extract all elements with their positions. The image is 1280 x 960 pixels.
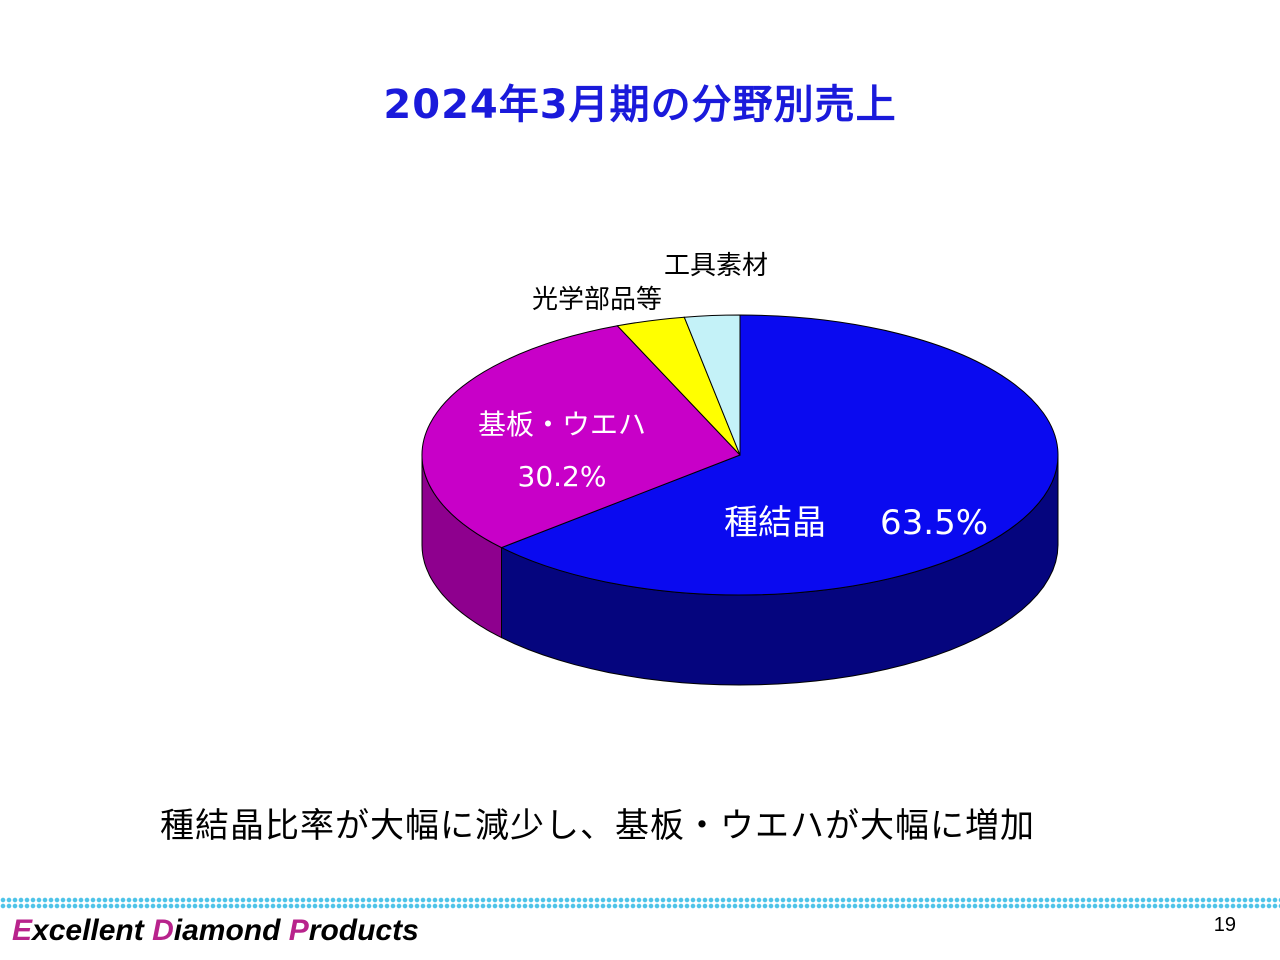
brand-initial-d: D xyxy=(152,914,174,947)
brand-word-excellent: xcellent xyxy=(32,914,153,947)
summary-caption: 種結晶比率が大幅に減少し、基板・ウエハが大幅に増加 xyxy=(160,806,1035,846)
slide-title: 2024年3月期の分野別売上 xyxy=(383,82,897,128)
brand-initial-p: P xyxy=(288,914,309,947)
brand-initial-e: E xyxy=(12,914,33,947)
pie-top-faces xyxy=(421,314,1059,596)
footer-brand-logo: Excellent Diamond Products xyxy=(12,914,419,948)
pie-slice-1 xyxy=(500,314,1059,596)
decorative-dot-strip xyxy=(0,897,1280,909)
brand-word-products: roducts xyxy=(308,914,419,947)
pie-slice-4 xyxy=(683,314,741,456)
slice-label-4: 工具素材 xyxy=(664,251,768,281)
page-number: 19 xyxy=(1213,914,1236,936)
slice-value-2: 30.2% xyxy=(518,460,607,493)
slice-label-1: 種結晶 xyxy=(724,503,826,543)
pie-slice-2 xyxy=(421,325,741,549)
slice-label-3: 光学部品等 xyxy=(532,285,662,315)
brand-word-diamond: iamond xyxy=(173,914,289,947)
slice-value-1: 63.5% xyxy=(880,503,988,543)
slice-label-2: 基板・ウエハ xyxy=(478,408,646,441)
